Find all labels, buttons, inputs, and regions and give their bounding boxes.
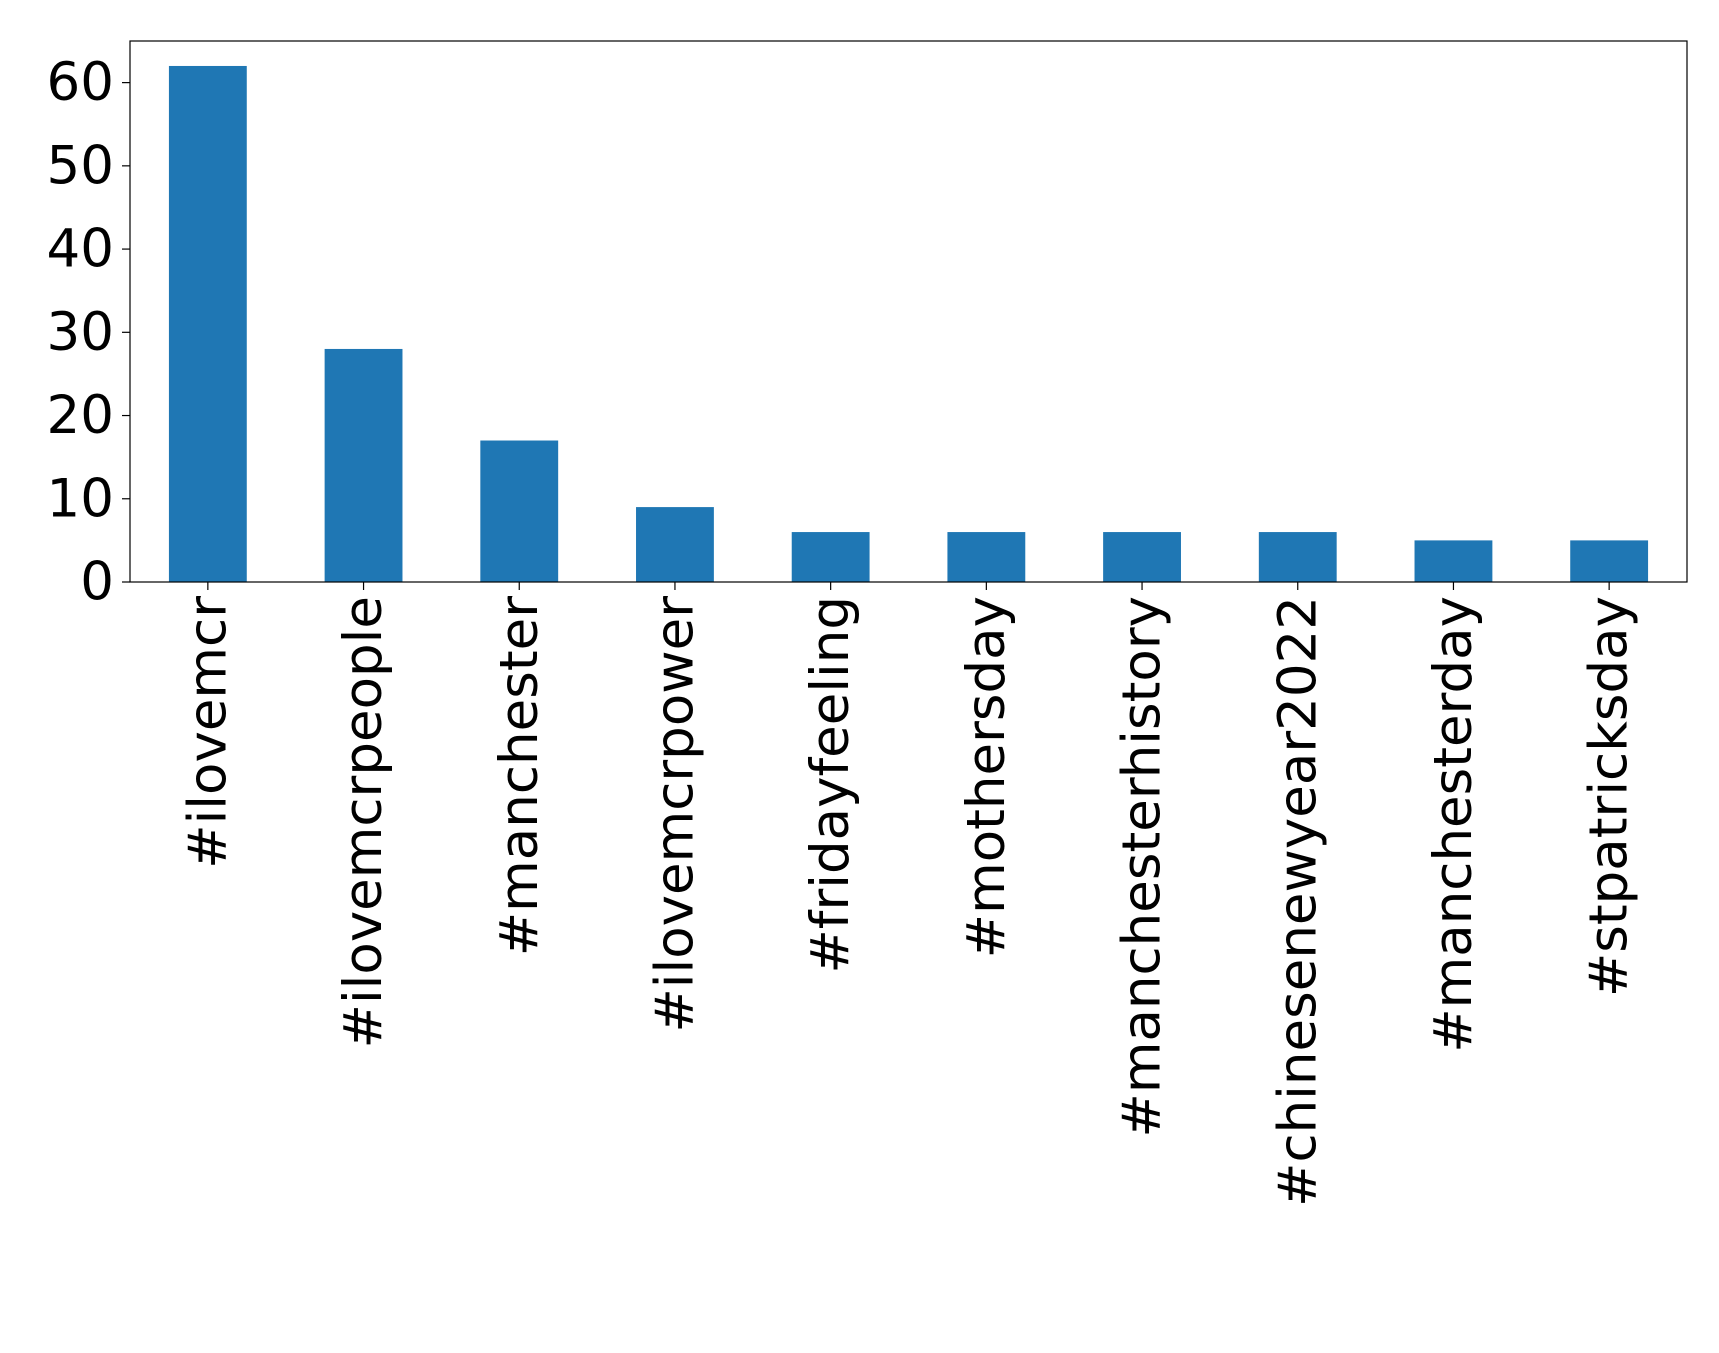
x-tick-label: #stpatricksday: [1579, 596, 1640, 997]
bar: [1258, 532, 1337, 582]
x-tick-label: #fridayfeeling: [800, 596, 861, 974]
x-tick-label: #manchester: [489, 596, 550, 956]
y-tick-label: 60: [47, 52, 114, 113]
x-tick-label: #ilovemcr: [177, 596, 238, 869]
x-tick-label: #mothersday: [956, 596, 1017, 958]
x-tick-label: #manchesterday: [1423, 596, 1484, 1053]
y-tick-label: 50: [47, 135, 114, 196]
y-tick-label: 10: [47, 468, 114, 529]
x-tick-label: #ilovemcrpower: [644, 596, 705, 1033]
x-tick-label: #chinesenewyear2022: [1267, 596, 1328, 1207]
bar: [791, 532, 870, 582]
x-tick-label: #manchesterhistory: [1112, 596, 1173, 1138]
y-tick-label: 0: [80, 552, 114, 613]
x-tick-label: #ilovemcrpeople: [333, 596, 394, 1048]
bar: [168, 65, 247, 582]
bar: [1570, 540, 1649, 582]
bar: [324, 348, 403, 582]
bar: [947, 532, 1026, 582]
y-tick-label: 30: [47, 302, 114, 363]
y-tick-label: 20: [47, 385, 114, 446]
bar: [1414, 540, 1493, 582]
bar: [636, 507, 714, 582]
y-tick-label: 40: [47, 219, 114, 280]
plot-frame: [129, 40, 1688, 583]
bar: [1103, 532, 1181, 582]
bar: [480, 440, 559, 582]
